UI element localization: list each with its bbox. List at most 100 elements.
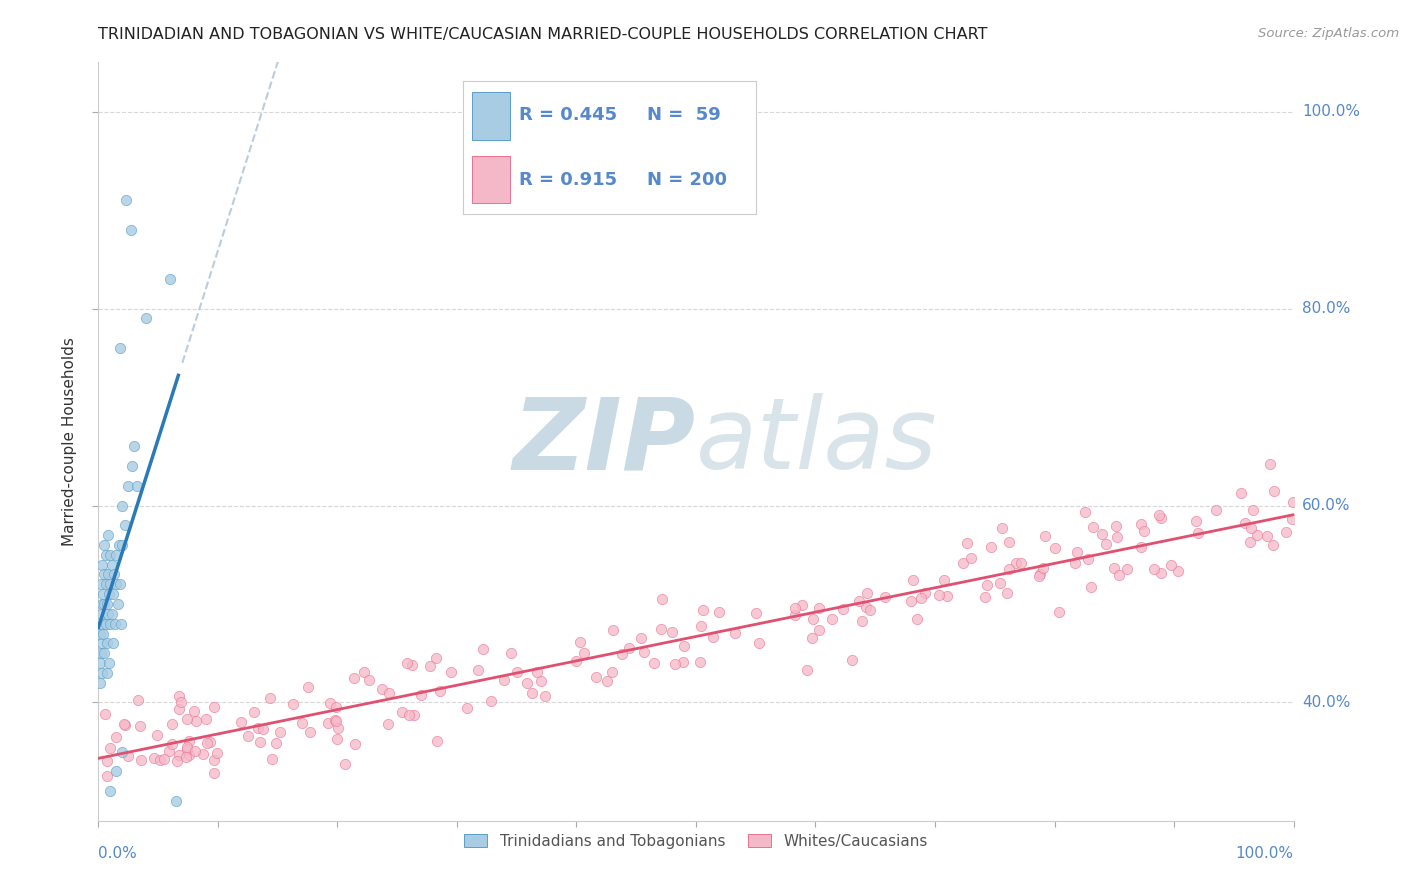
- Point: [425, 650, 447, 665]
- Point: [107, 538, 129, 552]
- Point: [748, 636, 770, 650]
- Point: [193, 747, 215, 762]
- Point: [291, 716, 314, 731]
- Point: [325, 699, 347, 714]
- Point: [1185, 514, 1208, 528]
- Point: [198, 735, 221, 749]
- Point: [398, 707, 420, 722]
- Point: [229, 715, 252, 730]
- Point: [1239, 534, 1261, 549]
- Point: [176, 742, 198, 756]
- Point: [689, 655, 711, 669]
- Point: [976, 578, 998, 592]
- Point: [94, 616, 117, 631]
- Point: [610, 648, 633, 662]
- Point: [266, 737, 288, 751]
- Point: [260, 752, 283, 766]
- Point: [371, 682, 394, 697]
- Point: [952, 557, 974, 571]
- Point: [89, 656, 111, 670]
- Point: [125, 479, 148, 493]
- Point: [98, 741, 121, 756]
- Point: [343, 671, 366, 685]
- Point: [90, 577, 112, 591]
- Point: [98, 784, 122, 798]
- Point: [526, 665, 548, 680]
- Point: [956, 536, 979, 550]
- Point: [1074, 505, 1097, 519]
- Point: [724, 626, 747, 640]
- Point: [859, 603, 882, 617]
- Point: [153, 752, 176, 766]
- Point: [111, 745, 134, 759]
- Text: 100.0%: 100.0%: [1236, 846, 1294, 861]
- Point: [808, 624, 831, 638]
- Point: [91, 558, 114, 572]
- Point: [1187, 525, 1209, 540]
- Y-axis label: Married-couple Households: Married-couple Households: [62, 337, 77, 546]
- Point: [1263, 483, 1285, 498]
- Point: [91, 597, 114, 611]
- Point: [96, 636, 118, 650]
- Point: [325, 714, 347, 728]
- Point: [269, 725, 291, 739]
- Point: [323, 713, 346, 727]
- Point: [533, 689, 555, 703]
- Point: [91, 626, 114, 640]
- Point: [1274, 524, 1296, 539]
- Point: [111, 538, 134, 552]
- Point: [935, 589, 957, 603]
- Point: [1032, 561, 1054, 575]
- Point: [796, 663, 818, 677]
- Point: [146, 728, 169, 742]
- Point: [633, 645, 655, 659]
- Point: [801, 631, 824, 645]
- Point: [479, 693, 502, 707]
- Point: [89, 626, 111, 640]
- Point: [602, 624, 624, 638]
- Point: [174, 750, 197, 764]
- Point: [651, 592, 673, 607]
- Point: [93, 538, 115, 552]
- Point: [1066, 545, 1088, 559]
- Point: [94, 577, 117, 591]
- Legend: Trinidadians and Tobagonians, Whites/Caucasians: Trinidadians and Tobagonians, Whites/Cau…: [458, 828, 934, 855]
- Point: [1129, 517, 1152, 532]
- Point: [93, 597, 115, 611]
- Point: [429, 683, 451, 698]
- Point: [1029, 567, 1052, 582]
- Point: [298, 725, 321, 739]
- Point: [467, 663, 489, 677]
- Point: [501, 646, 523, 660]
- Point: [997, 562, 1019, 576]
- Point: [202, 699, 225, 714]
- Point: [98, 616, 122, 631]
- Point: [207, 746, 229, 760]
- Point: [319, 696, 342, 710]
- Point: [1256, 529, 1278, 543]
- Point: [1143, 561, 1166, 575]
- Point: [176, 712, 198, 726]
- Point: [910, 591, 932, 606]
- Point: [596, 674, 619, 689]
- Point: [108, 577, 131, 591]
- Point: [630, 631, 652, 645]
- Point: [783, 601, 806, 615]
- Point: [1063, 556, 1085, 570]
- Point: [574, 647, 596, 661]
- Point: [149, 753, 172, 767]
- Point: [121, 459, 143, 474]
- Point: [107, 597, 129, 611]
- Text: Source: ZipAtlas.com: Source: ZipAtlas.com: [1258, 27, 1399, 40]
- Point: [159, 272, 181, 286]
- Point: [664, 657, 686, 671]
- Point: [353, 665, 375, 679]
- Point: [176, 739, 198, 754]
- Point: [1105, 518, 1128, 533]
- Point: [90, 607, 112, 621]
- Point: [702, 630, 724, 644]
- Point: [801, 612, 824, 626]
- Point: [344, 737, 367, 751]
- Point: [600, 665, 623, 680]
- Point: [129, 718, 152, 732]
